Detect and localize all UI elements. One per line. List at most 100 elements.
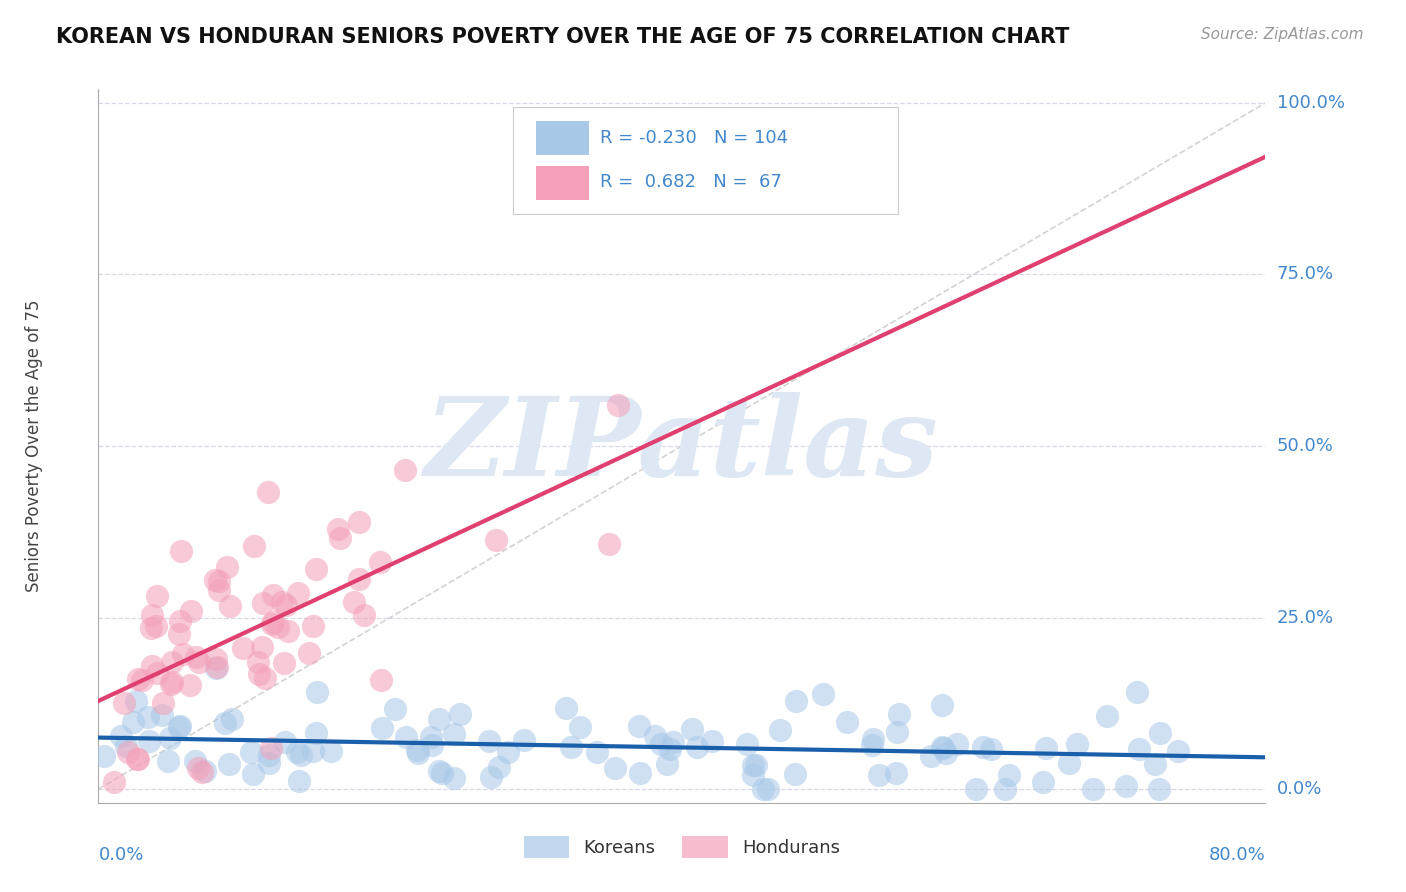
Point (180, 604, 202, 618)
Point (1032, 775, 1054, 789)
Point (368, 555, 391, 569)
Point (242, 767, 264, 781)
Point (752, 782, 775, 797)
Point (432, 766, 454, 780)
Point (103, 775, 125, 789)
Point (479, 771, 502, 785)
Point (353, 607, 375, 622)
Point (125, 752, 148, 766)
Point (886, 724, 908, 739)
Point (661, 735, 683, 749)
Point (946, 737, 969, 751)
Bar (536, 120, 589, 155)
Text: KOREAN VS HONDURAN SENIORS POVERTY OVER THE AGE OF 75 CORRELATION CHART: KOREAN VS HONDURAN SENIORS POVERTY OVER … (56, 27, 1070, 46)
Point (240, 745, 263, 759)
Point (586, 745, 609, 759)
Point (889, 707, 911, 722)
Point (305, 685, 328, 699)
Point (215, 560, 238, 574)
Point (250, 640, 273, 654)
Point (429, 764, 451, 778)
Point (298, 646, 321, 660)
Point (274, 735, 297, 749)
Point (1125, 685, 1147, 699)
Point (136, 710, 159, 724)
Point (420, 730, 443, 744)
Point (920, 749, 942, 764)
Point (657, 757, 679, 772)
Point (131, 673, 153, 688)
Point (262, 588, 284, 602)
Point (205, 660, 228, 674)
Text: Seniors Poverty Over the Age of 75: Seniors Poverty Over the Age of 75 (25, 300, 44, 592)
Point (384, 702, 406, 716)
Point (288, 773, 311, 788)
Point (994, 782, 1017, 797)
Point (117, 745, 139, 759)
Point (141, 658, 163, 673)
Point (141, 608, 163, 623)
Point (146, 589, 169, 603)
Point (167, 627, 190, 641)
Point (685, 739, 707, 754)
Point (141, 621, 163, 635)
Point (170, 544, 193, 558)
Point (257, 747, 280, 762)
Point (813, 687, 835, 701)
Point (443, 771, 465, 785)
Text: 100.0%: 100.0% (1277, 94, 1344, 112)
Point (862, 732, 884, 747)
Point (347, 573, 370, 587)
Point (127, 752, 149, 766)
Point (326, 523, 349, 537)
Point (1057, 756, 1080, 771)
Point (204, 573, 226, 587)
Point (242, 539, 264, 553)
Point (478, 733, 501, 747)
Point (488, 760, 510, 774)
Point (1095, 709, 1118, 723)
Point (184, 754, 207, 768)
Point (232, 640, 254, 655)
Point (741, 768, 763, 782)
Point (160, 655, 183, 669)
Point (172, 647, 194, 661)
Text: 0.0%: 0.0% (1277, 780, 1322, 798)
Point (370, 673, 392, 687)
Point (276, 598, 298, 612)
Point (290, 748, 312, 763)
Point (406, 743, 429, 757)
FancyBboxPatch shape (513, 107, 898, 214)
Text: 75.0%: 75.0% (1277, 266, 1334, 284)
Point (277, 624, 299, 639)
Point (1149, 726, 1171, 740)
Point (932, 740, 955, 755)
Text: Source: ZipAtlas.com: Source: ZipAtlas.com (1201, 27, 1364, 42)
Point (568, 720, 591, 734)
Point (159, 731, 181, 745)
Point (179, 678, 201, 692)
Point (702, 734, 724, 748)
Point (112, 697, 135, 711)
Point (607, 398, 630, 412)
Point (745, 758, 768, 772)
Point (628, 765, 651, 780)
Point (138, 734, 160, 748)
Point (218, 599, 240, 613)
Point (756, 781, 779, 796)
Point (931, 698, 953, 712)
Text: R =  0.682   N =  67: R = 0.682 N = 67 (600, 173, 782, 191)
Point (427, 712, 450, 726)
Point (186, 650, 208, 665)
Point (260, 740, 283, 755)
Point (1083, 782, 1105, 797)
Point (156, 754, 179, 768)
Point (485, 533, 508, 547)
Point (159, 677, 181, 691)
Point (1167, 744, 1189, 758)
Point (1115, 780, 1137, 794)
Point (194, 764, 217, 779)
Point (169, 718, 191, 732)
Point (271, 595, 294, 609)
Point (262, 615, 284, 630)
